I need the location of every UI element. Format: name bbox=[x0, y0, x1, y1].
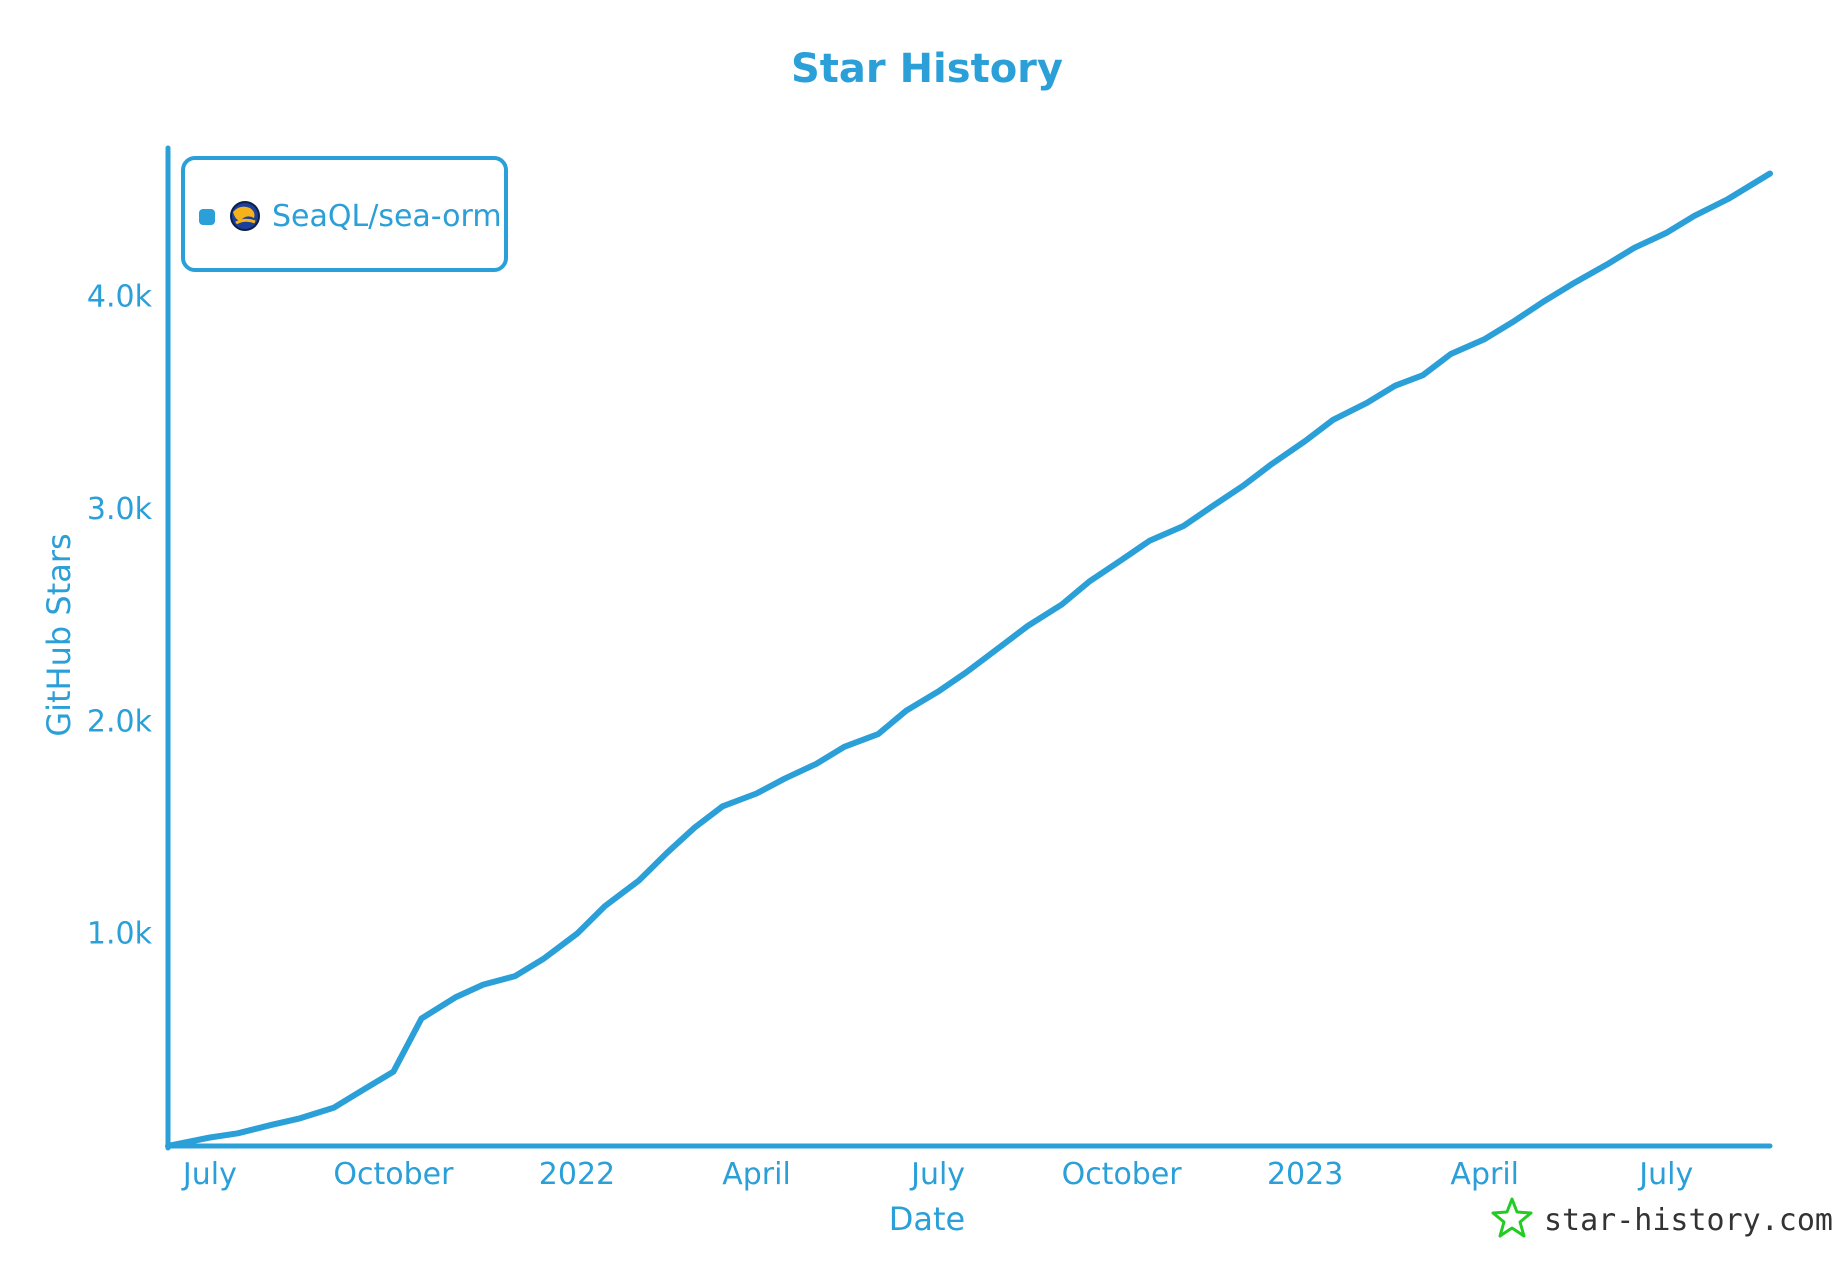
x-tick-label: July bbox=[1637, 1157, 1693, 1192]
x-axis-label: Date bbox=[889, 1200, 965, 1238]
watermark[interactable]: star-history.com bbox=[1491, 1197, 1832, 1238]
y-tick-label: 3.0k bbox=[87, 492, 153, 527]
legend: SeaQL/sea-orm bbox=[181, 156, 508, 272]
x-tick-label: 2023 bbox=[1267, 1157, 1343, 1192]
x-tick-label: October bbox=[333, 1157, 454, 1192]
sea-orm-logo-icon bbox=[230, 201, 260, 231]
series-line-sea-orm bbox=[165, 170, 1773, 1149]
legend-color-swatch bbox=[199, 209, 215, 225]
x-tick-label: April bbox=[1450, 1157, 1519, 1192]
legend-box bbox=[181, 156, 508, 272]
x-tick-labels: July October 2022 April July October 2023 April… bbox=[181, 1157, 1693, 1192]
y-tick-label: 2.0k bbox=[87, 704, 153, 739]
star-outline-icon bbox=[1491, 1197, 1533, 1238]
x-tick-label: July bbox=[909, 1157, 965, 1192]
watermark-text[interactable]: star-history.com bbox=[1544, 1203, 1832, 1238]
legend-entry-label: SeaQL/sea-orm bbox=[272, 199, 502, 234]
x-tick-label: July bbox=[181, 1157, 237, 1192]
chart-title: Star History bbox=[791, 46, 1063, 92]
x-tick-label: April bbox=[722, 1157, 791, 1192]
x-tick-label: October bbox=[1062, 1157, 1183, 1192]
y-axis-label: GitHub Stars bbox=[40, 533, 78, 736]
x-tick-label: 2022 bbox=[539, 1157, 615, 1192]
y-tick-labels: 1.0k 2.0k 3.0k 4.0k bbox=[87, 280, 153, 952]
y-tick-label: 1.0k bbox=[87, 917, 153, 952]
y-tick-label: 4.0k bbox=[87, 280, 153, 315]
